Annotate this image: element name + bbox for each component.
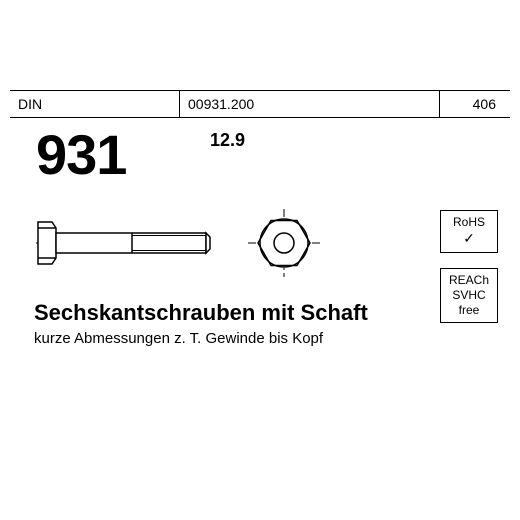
technical-drawing [34,198,354,293]
header-standard: DIN [10,91,180,117]
din-number: 931 [36,122,126,187]
reach-line3: free [443,303,495,318]
rohs-badge: RoHS ✓ [440,210,498,253]
reach-line1: REACh [443,273,495,288]
header-code: 00931.200 [180,91,440,117]
rohs-label: RoHS [443,215,495,230]
reach-badge: REACh SVHC free [440,268,498,323]
reach-line2: SVHC [443,288,495,303]
product-title: Sechskantschrauben mit Schaft [34,300,368,326]
check-icon: ✓ [443,230,495,248]
header-ref: 406 [440,91,510,117]
product-subtitle: kurze Abmessungen z. T. Gewinde bis Kopf [34,330,323,347]
spec-header-row: DIN 00931.200 406 [10,90,510,118]
strength-grade: 12.9 [210,130,245,151]
